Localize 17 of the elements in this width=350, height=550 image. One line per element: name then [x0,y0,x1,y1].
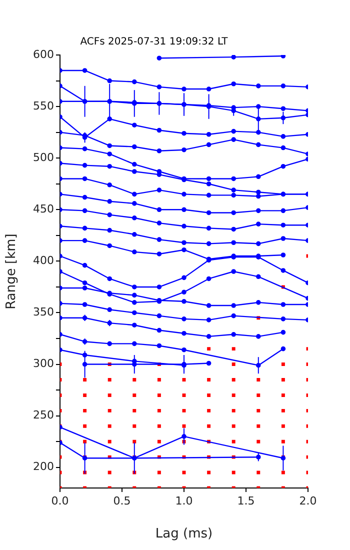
x-tick-label: 1.0 [175,494,193,508]
y-tick-label: 300 [33,357,54,370]
x-tick-label: 0.5 [113,494,131,508]
x-tick-label: 0.0 [51,494,69,508]
y-tick-label: 600 [33,48,54,61]
x-axis-title: Lag (ms) [155,526,213,542]
y-tick-label: 400 [33,254,54,268]
y-tick-label: 450 [33,202,54,216]
y-tick-label: 350 [33,306,54,319]
x-tick-label: 2.0 [299,494,317,508]
y-axis-title: Range [km] [4,234,20,310]
y-tick-label: 550 [33,99,54,112]
y-tick-label: 200 [33,460,54,474]
y-tick-label: 250 [33,408,54,422]
chart-title: ACFs 2025-07-31 19:09:32 LT [80,36,229,48]
x-tick-label: 1.5 [237,494,255,508]
y-tick-label: 500 [33,150,54,164]
